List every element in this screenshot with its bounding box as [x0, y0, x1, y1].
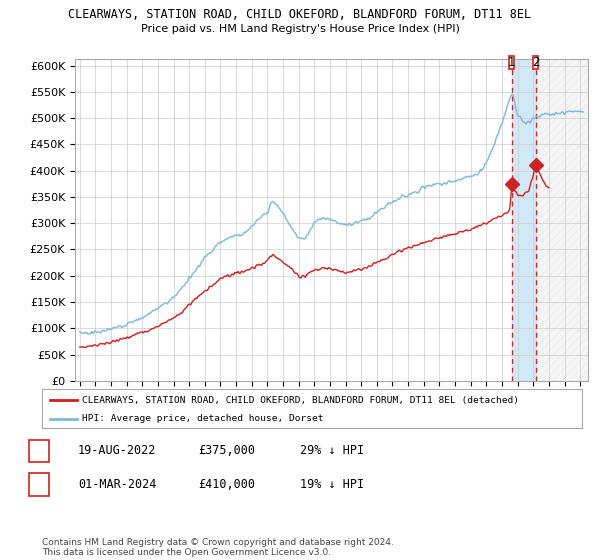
Text: Contains HM Land Registry data © Crown copyright and database right 2024.
This d: Contains HM Land Registry data © Crown c…: [42, 538, 394, 557]
Bar: [509, 56, 514, 69]
Text: 1: 1: [38, 444, 46, 458]
Text: CLEARWAYS, STATION ROAD, CHILD OKEFORD, BLANDFORD FORUM, DT11 8EL (detached): CLEARWAYS, STATION ROAD, CHILD OKEFORD, …: [83, 396, 520, 405]
Bar: [533, 56, 538, 69]
Bar: [512, 59, 536, 381]
Text: 29% ↓ HPI: 29% ↓ HPI: [300, 444, 364, 458]
Text: 01-MAR-2024: 01-MAR-2024: [78, 478, 157, 491]
Text: HPI: Average price, detached house, Dorset: HPI: Average price, detached house, Dors…: [83, 414, 324, 423]
Text: 19% ↓ HPI: 19% ↓ HPI: [300, 478, 364, 491]
Text: £410,000: £410,000: [198, 478, 255, 491]
Text: 19-AUG-2022: 19-AUG-2022: [78, 444, 157, 458]
Bar: [536, 59, 588, 381]
Text: £375,000: £375,000: [198, 444, 255, 458]
Text: CLEARWAYS, STATION ROAD, CHILD OKEFORD, BLANDFORD FORUM, DT11 8EL: CLEARWAYS, STATION ROAD, CHILD OKEFORD, …: [68, 8, 532, 21]
Text: 2: 2: [38, 478, 46, 491]
Text: Price paid vs. HM Land Registry's House Price Index (HPI): Price paid vs. HM Land Registry's House …: [140, 24, 460, 34]
Text: 1: 1: [508, 56, 515, 69]
Text: 2: 2: [532, 56, 539, 69]
